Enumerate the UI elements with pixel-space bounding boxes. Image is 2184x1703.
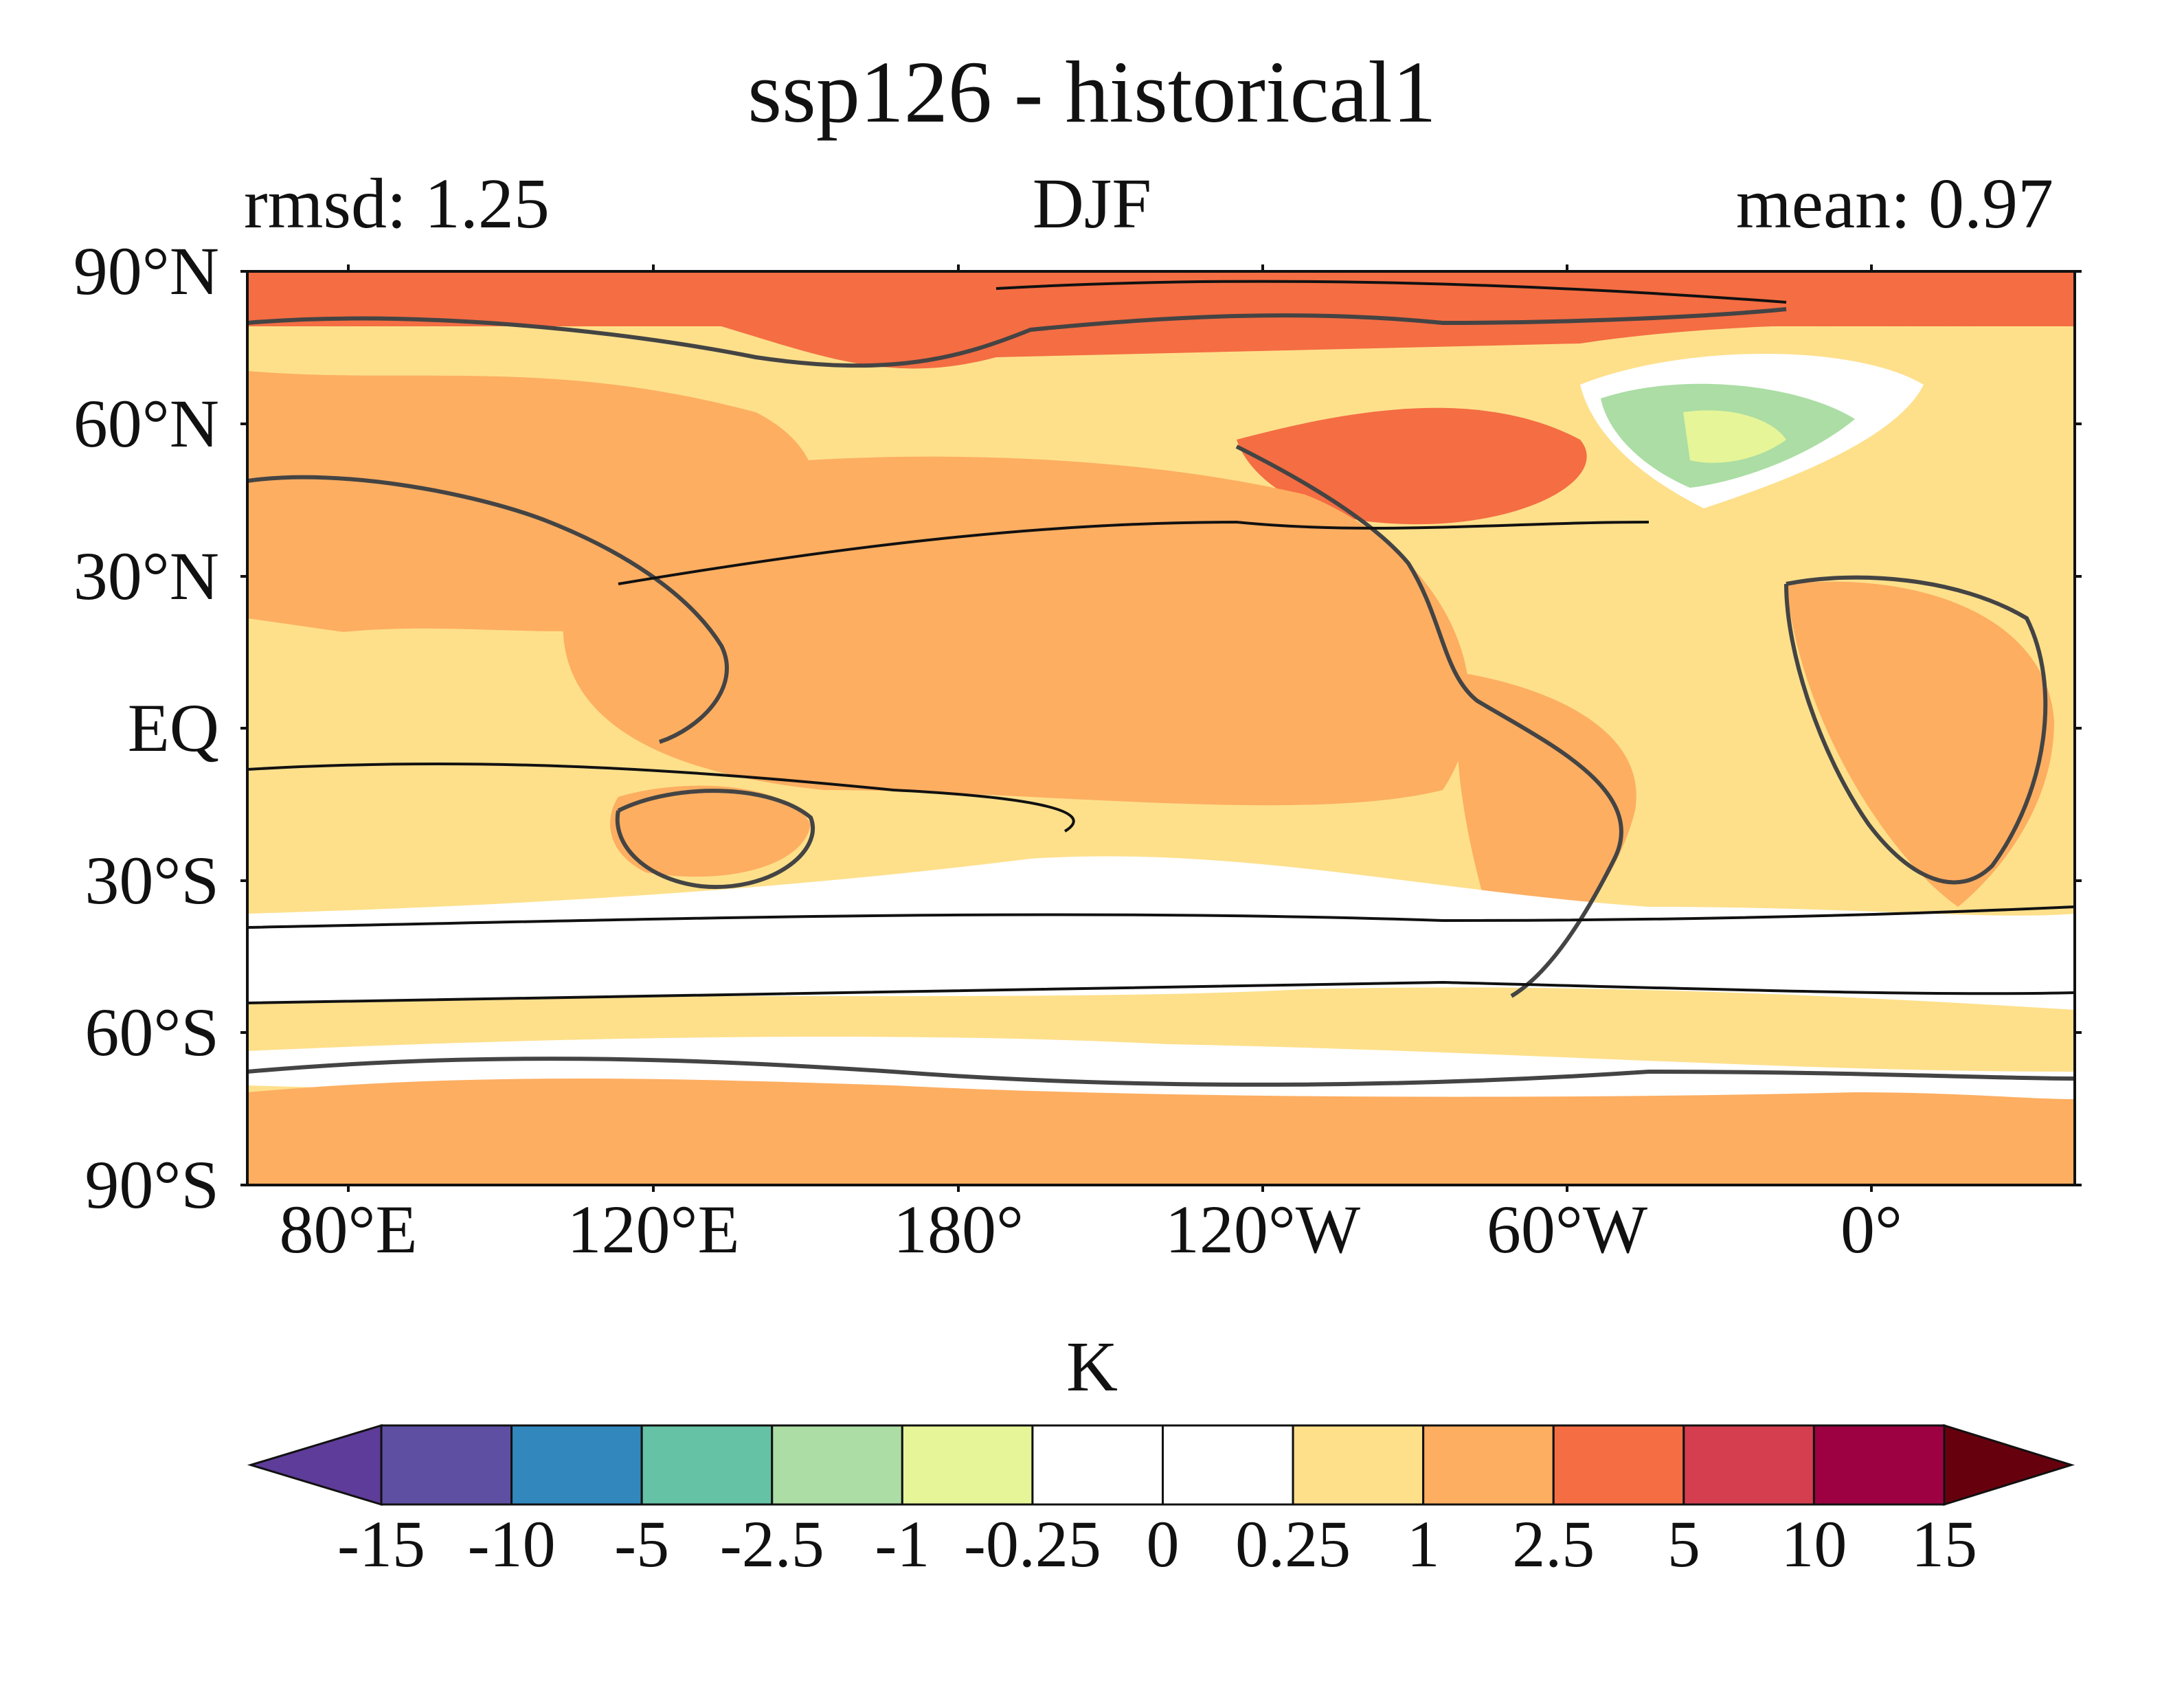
colorbar-bin: [771, 1424, 903, 1506]
colorbar-tick-label: -15: [337, 1507, 425, 1581]
lon-label-120w: 120°W: [1164, 1191, 1361, 1267]
colorbar-tick-label: 2.5: [1512, 1507, 1595, 1581]
lat-label-30s: 30°S: [85, 842, 219, 918]
colorbar-tick-label: -2.5: [719, 1507, 824, 1581]
lon-label-120e: 120°E: [567, 1191, 740, 1267]
rmsd-label: rmsd: 1.25: [244, 164, 550, 243]
colorbar-bin: [510, 1424, 643, 1506]
colorbar: [247, 1423, 2075, 1507]
colorbar-tick-label: -0.25: [963, 1507, 1101, 1581]
lat-label-eq: EQ: [127, 690, 219, 766]
colorbar-tick-label: -1: [875, 1507, 930, 1581]
map-title: ssp126 - historical1: [747, 43, 1437, 141]
colorbar-bin: [1682, 1424, 1815, 1506]
colorbar-extend-high: [1943, 1423, 2075, 1507]
lat-label-30n: 30°N: [73, 538, 219, 614]
colorbar-bin: [1292, 1424, 1425, 1506]
colorbar-bin: [1552, 1424, 1685, 1506]
colorbar-tick-label: 0.25: [1235, 1507, 1351, 1581]
colorbar-tick-label: 15: [1911, 1507, 1977, 1581]
lon-label-60w: 60°W: [1486, 1191, 1648, 1267]
colorbar-tick-label: -5: [614, 1507, 670, 1581]
colorbar-tick-label: 5: [1667, 1507, 1700, 1581]
colorbar-tick-label: 0: [1146, 1507, 1180, 1581]
lon-label-80e: 80°E: [279, 1191, 418, 1267]
colorbar-bin: [1422, 1424, 1555, 1506]
lat-label-90s: 90°S: [85, 1147, 219, 1223]
lon-label-0: 0°: [1840, 1191, 1902, 1267]
colorbar-extend-low: [247, 1423, 383, 1507]
colorbar-bin: [1162, 1424, 1294, 1506]
colorbar-bin: [640, 1424, 774, 1506]
colorbar-tick-label: 10: [1781, 1507, 1847, 1581]
lon-label-180: 180°: [893, 1191, 1024, 1267]
colorbar-bin: [901, 1424, 1034, 1506]
colorbar-bin: [1812, 1424, 1946, 1506]
colorbar-bin: [380, 1424, 513, 1506]
lat-label-60s: 60°S: [85, 994, 219, 1070]
colorbar-unit: K: [1066, 1327, 1118, 1406]
colorbar-bin: [1031, 1424, 1164, 1506]
map-field: [247, 271, 2075, 1185]
lat-label-90n: 90°N: [73, 233, 219, 309]
colorbar-tick-label: -10: [467, 1507, 556, 1581]
mean-label: mean: 0.97: [1735, 164, 2053, 243]
colorbar-tick-label: 1: [1406, 1507, 1440, 1581]
season-label: DJF: [1032, 164, 1152, 243]
lat-label-60n: 60°N: [73, 385, 219, 462]
